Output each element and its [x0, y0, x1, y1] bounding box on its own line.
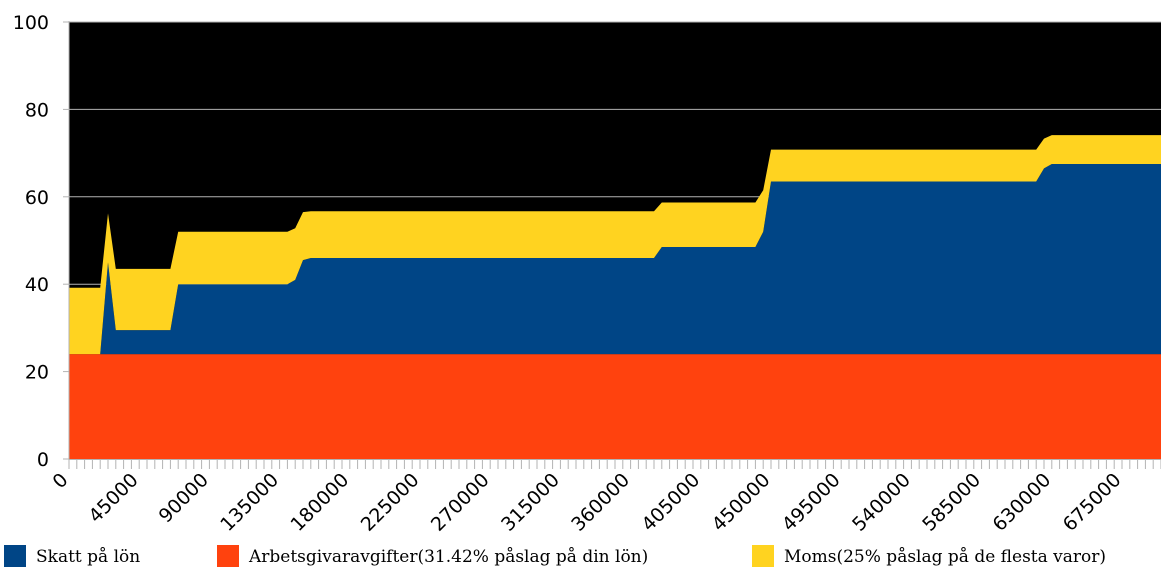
x-tick-label: 495000 [778, 469, 845, 536]
y-tick-label: 40 [25, 274, 49, 296]
legend-item: Skatt på lön [4, 545, 140, 567]
x-tick-label: 225000 [357, 469, 424, 536]
legend-label: Arbetsgivaravgifter(31.42% påslag på din… [248, 547, 648, 567]
x-tick-label: 405000 [637, 469, 704, 536]
x-tick-labels: 0 45000 90000 135000 180000 225000 270000 31500… [48, 469, 1125, 536]
series-area [69, 354, 1161, 459]
y-tick-label: 100 [13, 12, 49, 34]
series-area [69, 164, 1161, 355]
y-tick-label: 60 [25, 187, 49, 209]
x-tick-label: 315000 [497, 469, 564, 536]
y-tick-label: 20 [25, 362, 49, 384]
x-tick-label: 0 [48, 469, 72, 493]
legend-swatch [4, 545, 26, 567]
legend: Skatt på lön Arbetsgivaravgifter(31.42% p… [4, 545, 1106, 567]
legend-label: Moms(25% påslag på de flesta varor) [784, 547, 1106, 567]
x-tick-label: 45000 [84, 469, 142, 527]
x-tick-label: 360000 [567, 469, 634, 536]
legend-item: Moms(25% påslag på de flesta varor) [752, 545, 1106, 567]
x-tick-label: 585000 [918, 469, 985, 536]
y-tick-label: 80 [25, 99, 49, 121]
series-areas [69, 135, 1161, 459]
y-tick-label: 0 [37, 449, 49, 471]
legend-swatch [217, 545, 239, 567]
x-tick-label: 90000 [155, 469, 213, 527]
x-tick-label: 135000 [216, 469, 283, 536]
x-tick-label: 180000 [286, 469, 353, 536]
x-tick-label: 540000 [848, 469, 915, 536]
legend-swatch [752, 545, 774, 567]
x-tick-label: 630000 [988, 469, 1055, 536]
axes [63, 21, 1161, 469]
series-area [69, 135, 1161, 355]
legend-item: Arbetsgivaravgifter(31.42% påslag på din… [217, 545, 648, 567]
legend-label: Skatt på lön [36, 547, 140, 567]
x-tick-label: 270000 [427, 469, 494, 536]
y-tick-labels: 0 20 40 60 80 100 [13, 12, 49, 471]
x-tick-label: 675000 [1059, 469, 1126, 536]
x-tick-label: 450000 [708, 469, 775, 536]
